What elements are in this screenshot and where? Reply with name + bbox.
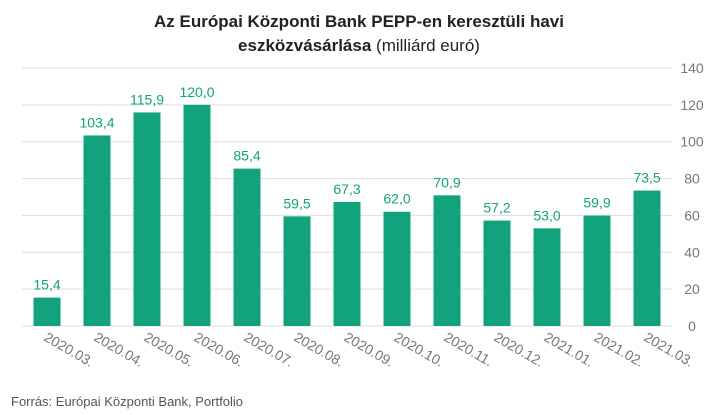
data-label: 59,9 bbox=[583, 195, 610, 211]
bar bbox=[333, 201, 361, 326]
data-label: 70,9 bbox=[433, 174, 460, 190]
bar bbox=[533, 228, 561, 326]
y-tick-label: 80 bbox=[684, 171, 700, 187]
y-tick-label: 0 bbox=[688, 318, 696, 334]
bar bbox=[133, 112, 161, 326]
title-line-1: Az Európai Központi Bank PEPP-en kereszt… bbox=[154, 12, 564, 31]
chart-title: Az Európai Központi Bank PEPP-en kereszt… bbox=[0, 10, 718, 58]
data-label: 57,2 bbox=[483, 200, 510, 216]
y-tick-label: 40 bbox=[684, 244, 700, 260]
y-tick-label: 140 bbox=[680, 60, 704, 76]
data-label: 53,0 bbox=[533, 207, 560, 223]
data-label: 120,0 bbox=[179, 84, 214, 100]
bar bbox=[283, 216, 311, 326]
bar bbox=[183, 104, 211, 326]
bar bbox=[433, 195, 461, 326]
source-note: Forrás: Európai Központi Bank, Portfolio bbox=[11, 394, 243, 409]
x-tick-label: 2020.03. bbox=[42, 329, 97, 370]
title-line-2-unit: (milliárd euró) bbox=[371, 36, 480, 55]
y-tick-label: 20 bbox=[684, 281, 700, 297]
x-tick-label: 2020.05. bbox=[142, 329, 197, 370]
data-label: 67,3 bbox=[333, 181, 360, 197]
x-tick-label: 2020.04. bbox=[92, 329, 147, 370]
data-label: 85,4 bbox=[233, 148, 260, 164]
bar bbox=[483, 220, 511, 326]
x-tick-label: 2020.10. bbox=[392, 329, 447, 370]
bar bbox=[33, 297, 61, 326]
data-label: 73,5 bbox=[633, 170, 660, 186]
bar bbox=[383, 211, 411, 326]
x-tick-label: 2020.09. bbox=[342, 329, 397, 370]
x-tick-label: 2021.01. bbox=[542, 329, 597, 370]
x-tick-label: 2021.03. bbox=[642, 329, 697, 370]
title-line-2: eszközvásárlása (milliárd euró) bbox=[0, 34, 718, 58]
data-label: 59,5 bbox=[283, 195, 310, 211]
y-tick-label: 100 bbox=[680, 134, 704, 150]
x-tick-label: 2020.06. bbox=[192, 329, 247, 370]
title-line-2-bold: eszközvásárlása bbox=[238, 36, 372, 55]
data-label: 62,0 bbox=[383, 191, 410, 207]
x-tick-label: 2020.08. bbox=[292, 329, 347, 370]
data-label: 115,9 bbox=[130, 91, 164, 107]
bar bbox=[83, 135, 111, 326]
bar bbox=[583, 215, 611, 326]
bar bbox=[233, 168, 261, 326]
data-label: 15,4 bbox=[33, 277, 60, 293]
y-tick-label: 120 bbox=[680, 97, 704, 113]
bar bbox=[633, 190, 661, 326]
x-tick-label: 2020.12. bbox=[492, 329, 547, 370]
y-tick-label: 60 bbox=[684, 207, 700, 223]
x-tick-label: 2020.11. bbox=[442, 329, 496, 370]
x-tick-label: 2021.02. bbox=[592, 329, 647, 370]
data-label: 103,4 bbox=[79, 114, 114, 130]
x-tick-label: 2020.07. bbox=[242, 329, 297, 370]
